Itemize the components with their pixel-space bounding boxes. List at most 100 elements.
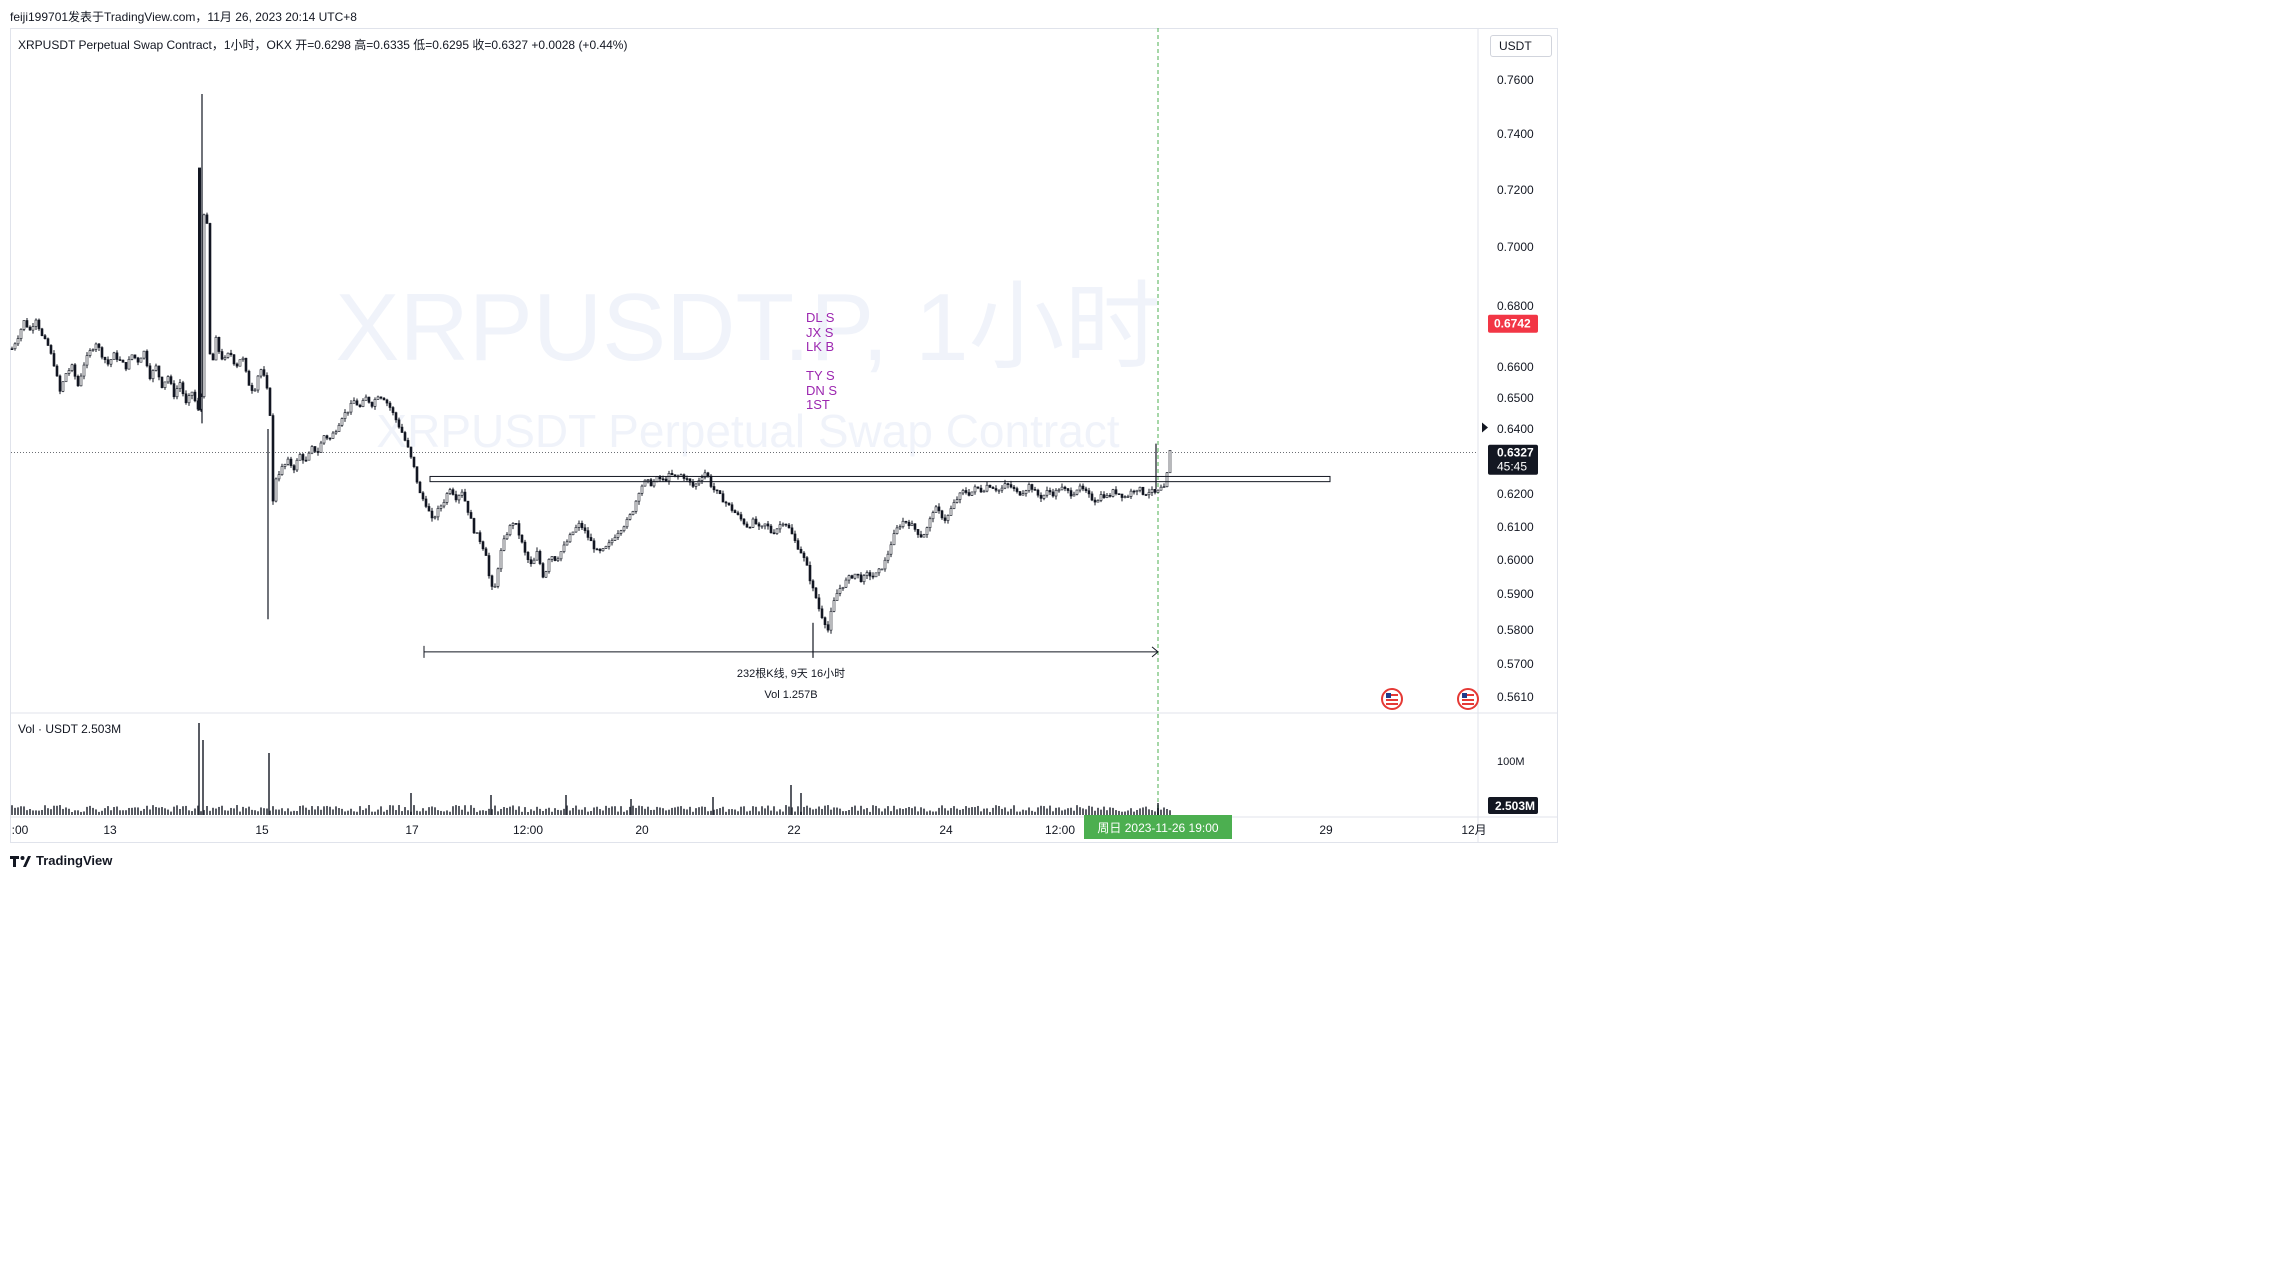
volume-bar [590, 811, 592, 815]
candle-body [91, 349, 95, 351]
candle-body [949, 508, 953, 516]
candle-body [382, 397, 386, 401]
volume-bar [386, 809, 388, 815]
chart-canvas[interactable]: XRPUSDT.P, 1小时 XRPUSDT Perpetual Swap Con… [0, 0, 1568, 879]
candle-body [913, 523, 917, 530]
volume-bar [911, 808, 913, 815]
volume-bar [935, 811, 937, 815]
volume-bar [608, 807, 610, 815]
volume-bar [1031, 810, 1033, 815]
candle-body [43, 335, 47, 340]
candle-body [445, 493, 449, 503]
volume-bar [1022, 809, 1024, 815]
candle-body [436, 508, 440, 518]
candle-body [691, 481, 695, 487]
candle-body [1096, 500, 1100, 503]
volume-bar [314, 809, 316, 815]
volume-bar [107, 806, 109, 815]
volume-bar [545, 808, 547, 815]
volume-bar [218, 806, 220, 815]
scroll-arrow-icon[interactable] [1482, 422, 1488, 433]
candle-body [211, 353, 215, 361]
candle-body [568, 534, 572, 543]
volume-bar [806, 805, 808, 815]
resistance-zone-rect[interactable] [429, 475, 1331, 483]
candle-body [160, 376, 164, 388]
volume-bar [632, 805, 634, 815]
volume-bar [488, 808, 490, 815]
volume-bar [251, 809, 253, 815]
candle-body [76, 376, 80, 387]
volume-bar [1169, 810, 1171, 815]
volume-bar [848, 809, 850, 815]
volume-bar [827, 805, 829, 815]
volume-bar [158, 807, 160, 815]
annotation-text: LK B [806, 339, 834, 354]
candle-body [868, 572, 872, 577]
candle-body [352, 400, 356, 404]
volume-bar [239, 811, 241, 815]
volume-bar [743, 806, 745, 815]
volume-bar [293, 810, 295, 815]
volume-bar [467, 811, 469, 815]
candle-body [934, 506, 938, 513]
volume-bar [755, 806, 757, 815]
volume-bar-peak [410, 793, 412, 815]
volume-bar [1127, 810, 1129, 815]
volume-bar-peak [565, 795, 567, 815]
volume-bar [1040, 805, 1042, 815]
candle-body [187, 395, 191, 404]
volume-bar [449, 811, 451, 815]
candle-body [166, 376, 170, 383]
candle-body-spike [198, 167, 201, 411]
volume-bar [569, 810, 571, 815]
volume-bar [719, 808, 721, 815]
volume-bar [38, 810, 40, 815]
volume-bar [902, 809, 904, 815]
candle-body [193, 391, 197, 402]
volume-bar [1139, 808, 1141, 815]
volume-bar [725, 811, 727, 815]
candle-body [730, 504, 734, 511]
y-tick-label: 0.7600 [1497, 73, 1534, 87]
volume-bar [617, 811, 619, 815]
candle-body [895, 527, 899, 534]
volume-bar [794, 811, 796, 815]
volume-bar [26, 810, 28, 815]
volume-bar [1106, 810, 1108, 815]
volume-bar [722, 806, 724, 815]
candle-body [502, 538, 506, 551]
candle-body [511, 523, 515, 526]
alert-price-badge[interactable] [1488, 314, 1538, 333]
candle-body [1141, 486, 1145, 495]
candle-body [550, 556, 554, 560]
x-tick-label: :00 [12, 823, 29, 837]
volume-bar [536, 806, 538, 815]
candle-body [46, 338, 50, 346]
candle-body [490, 575, 494, 587]
currency-selector[interactable]: USDT [1490, 35, 1552, 57]
candle-body [217, 337, 221, 352]
volume-bar [362, 810, 364, 815]
candle-body [1042, 494, 1046, 499]
last-price-badge [1488, 444, 1538, 475]
candle-body [1108, 495, 1112, 497]
volume-bar-peak [790, 785, 792, 815]
volume-bar [230, 807, 232, 815]
candle-body [790, 527, 794, 535]
volume-bar [464, 805, 466, 815]
volume-bar [785, 805, 787, 815]
candle-body [889, 544, 893, 555]
footer-brand[interactable]: TradingView [10, 853, 112, 868]
candle-body [202, 214, 206, 398]
volume-bar [71, 811, 73, 815]
candle-body [757, 523, 761, 527]
volume-bar [1088, 805, 1090, 815]
candle-body [961, 490, 965, 494]
volume-bar [530, 809, 532, 815]
volume-bar [317, 806, 319, 815]
candle-body [850, 575, 854, 579]
volume-bar [365, 808, 367, 815]
volume-bar [635, 807, 637, 815]
candle-body [13, 343, 17, 350]
